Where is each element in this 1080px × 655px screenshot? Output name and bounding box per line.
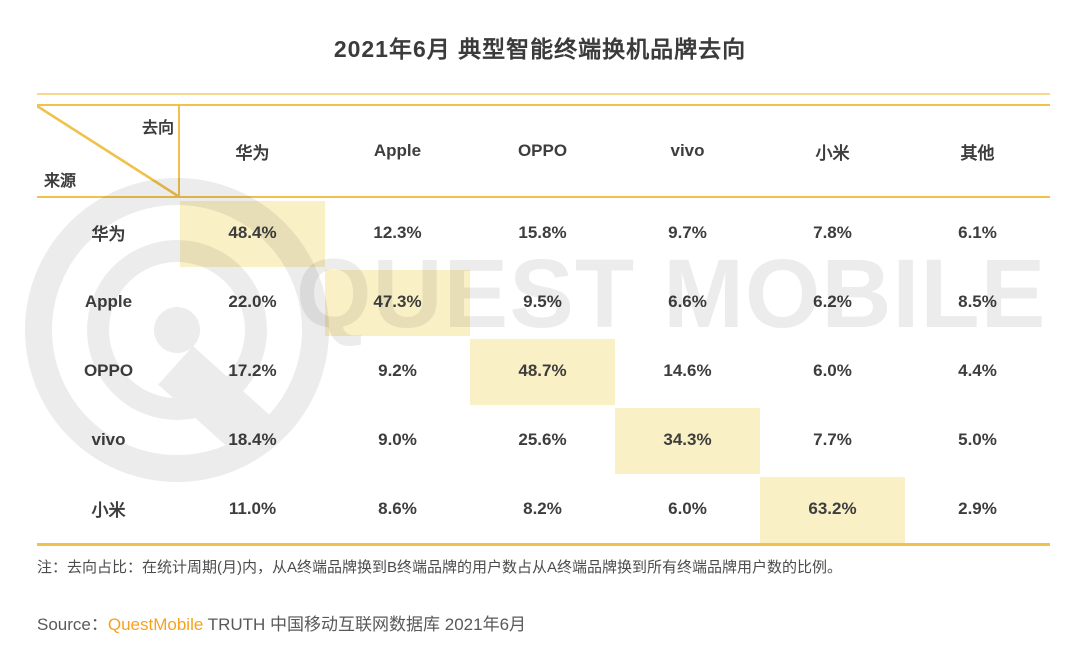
col-header-oppo: OPPO (470, 106, 615, 198)
value-cell: 17.2% (228, 360, 277, 380)
value-cell: 22.0% (228, 291, 277, 311)
row-header-oppo: OPPO (83, 360, 134, 380)
value-cell: 47.3% (325, 267, 470, 336)
value-cell: 9.0% (378, 429, 417, 449)
value-cell: 48.7% (470, 336, 615, 405)
value-cell: 5.0% (958, 429, 997, 449)
value-cell: 8.2% (523, 498, 562, 518)
row-header-apple: Apple (84, 291, 133, 311)
col-axis-label: 去向 (141, 120, 174, 137)
col-header-huawei: 华为 (180, 106, 325, 198)
value-cell: 6.6% (668, 291, 707, 311)
page-title: 2021年6月 典型智能终端换机品牌去向 (333, 36, 747, 62)
col-header-apple: Apple (325, 106, 470, 198)
value-cell: 6.1% (958, 222, 997, 242)
value-cell: 9.5% (523, 291, 562, 311)
row-header-xiaomi: 小米 (91, 501, 126, 520)
source-line: Source：QuestMobile TRUTH 中国移动互联网数据库 2021… (37, 610, 526, 635)
table-top-thin-rule (37, 93, 1050, 95)
value-cell: 63.2% (760, 474, 905, 543)
table-grid: 去向 来源 华为 Apple OPPO vivo 小米 其他 华为 48.4% … (37, 104, 1050, 546)
value-cell: 7.7% (813, 429, 852, 449)
value-cell: 14.6% (663, 360, 712, 380)
brand-switch-table: 去向 来源 华为 Apple OPPO vivo 小米 其他 华为 48.4% … (37, 93, 1050, 546)
value-cell: 12.3% (373, 222, 422, 242)
row-header-vivo: vivo (91, 429, 126, 449)
value-cell: 11.0% (228, 498, 277, 518)
footnote: 注：去向占比：在统计周期(月)内，从A终端品牌换到B终端品牌的用户数占从A终端品… (37, 559, 843, 576)
col-header-xiaomi: 小米 (760, 106, 905, 198)
value-cell: 8.6% (378, 498, 417, 518)
value-cell: 2.9% (958, 498, 997, 518)
value-cell: 6.0% (813, 360, 852, 380)
value-cell: 18.4% (228, 429, 277, 449)
value-cell: 4.4% (958, 360, 997, 380)
value-cell: 6.0% (668, 498, 707, 518)
row-axis-label: 来源 (44, 173, 77, 190)
value-cell: 25.6% (518, 429, 567, 449)
value-cell: 7.8% (813, 222, 852, 242)
value-cell: 34.3% (615, 405, 760, 474)
row-header-huawei: 华为 (91, 225, 126, 244)
source-brand: QuestMobile (107, 615, 204, 634)
value-cell: 48.4% (180, 198, 325, 267)
source-suffix: TRUTH 中国移动互联网数据库 2021年6月 (203, 615, 527, 634)
value-cell: 6.2% (813, 291, 852, 311)
col-header-vivo: vivo (615, 106, 760, 198)
source-prefix: Source： (37, 615, 108, 634)
value-cell: 9.7% (668, 222, 707, 242)
value-cell: 9.2% (378, 360, 417, 380)
corner-header-cell: 去向 来源 (37, 106, 180, 198)
value-cell: 15.8% (518, 222, 567, 242)
col-header-other: 其他 (905, 106, 1050, 198)
value-cell: 8.5% (958, 291, 997, 311)
